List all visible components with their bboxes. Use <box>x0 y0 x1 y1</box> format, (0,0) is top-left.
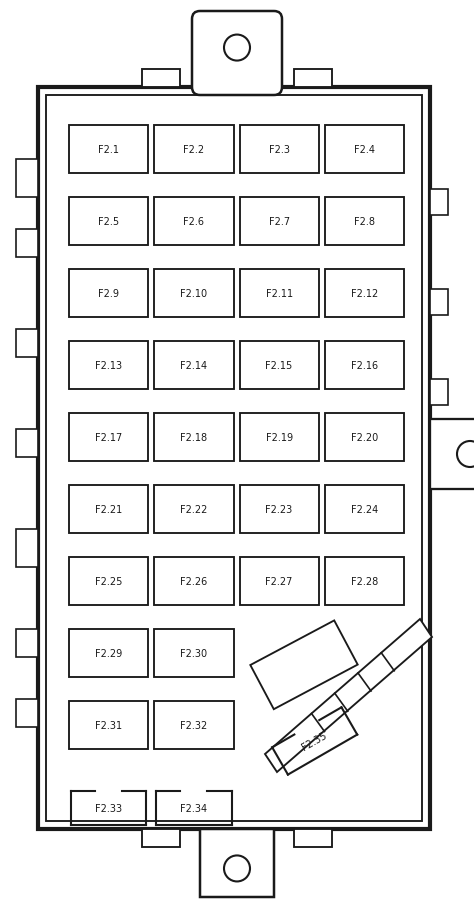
Bar <box>16 329 38 357</box>
Text: F2.24: F2.24 <box>351 504 378 514</box>
Text: F2.13: F2.13 <box>95 361 122 371</box>
Bar <box>325 413 404 462</box>
Bar <box>294 70 332 87</box>
Text: F2.21: F2.21 <box>95 504 122 514</box>
Text: F2.7: F2.7 <box>269 216 290 226</box>
Bar <box>239 413 319 462</box>
Text: F2.6: F2.6 <box>183 216 204 226</box>
Bar <box>239 485 319 533</box>
Bar <box>69 413 148 462</box>
Bar <box>46 96 422 821</box>
Bar <box>69 701 148 750</box>
Text: F2.15: F2.15 <box>265 361 293 371</box>
Bar <box>325 126 404 174</box>
Bar <box>154 630 234 677</box>
Bar <box>154 270 234 318</box>
Bar <box>154 126 234 174</box>
Text: F2.28: F2.28 <box>351 576 378 586</box>
Bar <box>154 198 234 245</box>
Bar <box>239 198 319 245</box>
Text: F2.14: F2.14 <box>180 361 208 371</box>
Polygon shape <box>265 620 432 772</box>
Text: F2.19: F2.19 <box>265 433 292 443</box>
Bar <box>142 829 180 847</box>
Text: F2.1: F2.1 <box>98 145 119 155</box>
Text: F2.27: F2.27 <box>265 576 293 586</box>
Text: F2.10: F2.10 <box>180 289 208 299</box>
Bar <box>325 485 404 533</box>
Bar <box>69 126 148 174</box>
Text: F2.31: F2.31 <box>95 720 122 731</box>
Bar <box>69 630 148 677</box>
Bar <box>16 429 38 457</box>
Bar <box>154 701 234 750</box>
Text: F2.30: F2.30 <box>180 649 208 658</box>
Bar <box>294 829 332 847</box>
Text: F2.3: F2.3 <box>269 145 290 155</box>
Bar <box>250 621 358 709</box>
Text: F2.23: F2.23 <box>265 504 293 514</box>
Bar <box>142 70 180 87</box>
Bar <box>154 342 234 390</box>
Bar <box>239 270 319 318</box>
Bar <box>239 557 319 605</box>
Bar <box>430 419 474 490</box>
Bar <box>16 699 38 727</box>
Bar <box>16 230 38 258</box>
Text: F2.11: F2.11 <box>265 289 292 299</box>
Bar <box>325 198 404 245</box>
Text: F2.34: F2.34 <box>180 804 208 814</box>
Bar <box>325 270 404 318</box>
Bar <box>16 630 38 658</box>
Text: F2.32: F2.32 <box>180 720 208 731</box>
Text: F2.4: F2.4 <box>354 145 375 155</box>
Bar <box>325 557 404 605</box>
Text: F2.25: F2.25 <box>95 576 122 586</box>
Circle shape <box>224 855 250 881</box>
Bar <box>69 270 148 318</box>
Text: F2.18: F2.18 <box>180 433 208 443</box>
Bar <box>200 829 274 897</box>
Text: F2.29: F2.29 <box>95 649 122 658</box>
Text: F2.33: F2.33 <box>95 804 122 814</box>
Text: F2.5: F2.5 <box>98 216 119 226</box>
Text: F2.35: F2.35 <box>301 730 329 752</box>
Circle shape <box>457 441 474 467</box>
Bar <box>430 290 448 316</box>
Bar <box>154 413 234 462</box>
Bar <box>69 557 148 605</box>
Text: F2.20: F2.20 <box>351 433 378 443</box>
Bar <box>69 485 148 533</box>
Bar <box>38 87 430 829</box>
Text: F2.16: F2.16 <box>351 361 378 371</box>
Text: F2.8: F2.8 <box>354 216 375 226</box>
Bar <box>154 485 234 533</box>
Text: F2.9: F2.9 <box>98 289 119 299</box>
Bar <box>16 529 38 567</box>
Bar <box>69 342 148 390</box>
Circle shape <box>224 35 250 61</box>
Bar <box>430 189 448 216</box>
Text: F2.26: F2.26 <box>180 576 208 586</box>
Bar <box>430 380 448 406</box>
Text: F2.2: F2.2 <box>183 145 204 155</box>
Text: F2.17: F2.17 <box>95 433 122 443</box>
Bar <box>69 198 148 245</box>
Bar <box>239 342 319 390</box>
FancyBboxPatch shape <box>192 12 282 96</box>
Text: F2.22: F2.22 <box>180 504 208 514</box>
Bar <box>325 342 404 390</box>
Bar <box>16 160 38 198</box>
Text: F2.12: F2.12 <box>351 289 378 299</box>
Bar <box>239 126 319 174</box>
Bar <box>154 557 234 605</box>
